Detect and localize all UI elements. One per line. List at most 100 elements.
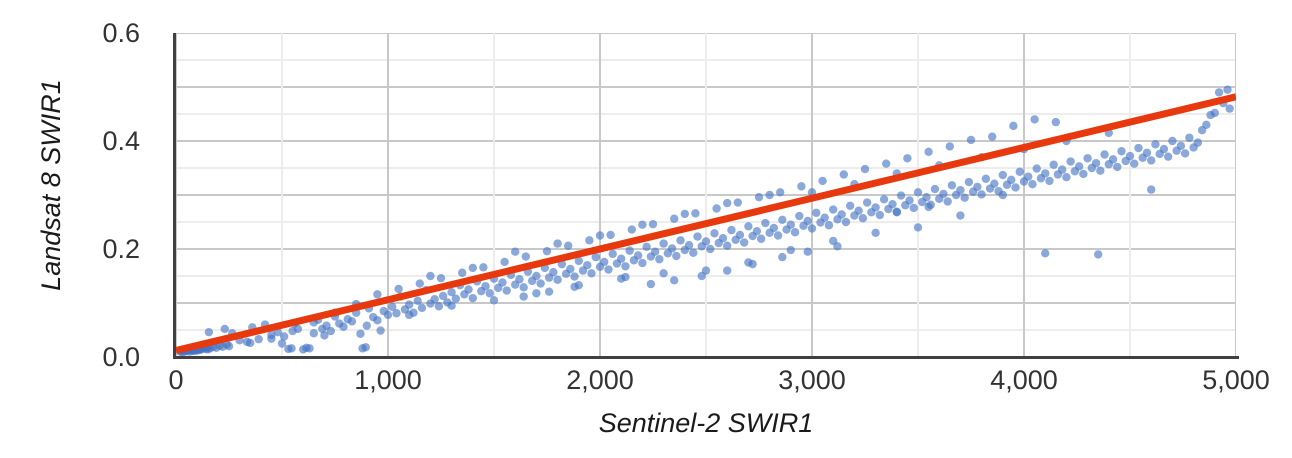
scatter-point — [723, 198, 732, 208]
x-tick-label: 1,000 — [354, 365, 422, 395]
scatter-point — [485, 289, 494, 298]
scatter-point — [712, 204, 721, 213]
scatter-point — [648, 219, 658, 229]
scatter-point — [689, 248, 698, 257]
scatter-point — [977, 190, 986, 199]
scatter-point — [617, 254, 626, 263]
scatter-point — [591, 252, 600, 262]
scatter-point — [684, 241, 694, 250]
scatter-point — [447, 301, 456, 310]
scatter-point — [458, 268, 467, 277]
scatter-point — [845, 201, 855, 210]
scatter-point — [818, 176, 827, 186]
scatter-point — [585, 236, 594, 245]
scatter-point — [521, 252, 530, 261]
scatter-point — [1163, 152, 1173, 161]
scatter-point — [544, 287, 554, 296]
scatter-point — [638, 220, 647, 229]
scatter-point — [697, 271, 706, 281]
scatter-point — [532, 271, 541, 281]
scatter-point — [988, 132, 997, 141]
scatter-point — [1007, 175, 1016, 185]
scatter-point — [288, 326, 297, 336]
scatter-point — [1225, 104, 1234, 113]
scatter-point — [744, 222, 753, 231]
scatter-point — [882, 159, 891, 168]
scatter-point — [812, 208, 821, 218]
scatter-point — [519, 292, 528, 301]
scatter-point — [723, 266, 732, 275]
scatter-point — [566, 264, 575, 274]
scatter-point — [564, 241, 573, 250]
scatter-point — [502, 286, 511, 295]
scatter-point — [1108, 155, 1118, 164]
scatter-point — [676, 236, 685, 245]
scatter-point — [1130, 159, 1139, 168]
scatter-point — [1030, 115, 1039, 124]
scatter-point — [924, 147, 933, 156]
scatter-point — [998, 190, 1007, 200]
scatter-point — [966, 135, 976, 145]
scatter-point — [776, 188, 785, 197]
scatter-point — [608, 249, 617, 259]
scatter-point — [795, 211, 804, 221]
scatter-point — [621, 262, 630, 271]
scatter-point — [973, 182, 982, 192]
scatter-point — [706, 244, 715, 254]
scatter-point — [998, 170, 1007, 180]
scatter-point — [947, 181, 957, 190]
scatter-point — [621, 272, 630, 282]
scatter-point — [1134, 143, 1143, 153]
scatter-point — [1147, 156, 1156, 165]
scatter-point — [1045, 176, 1054, 186]
scatter-point — [871, 203, 880, 212]
scatter-point — [1125, 151, 1135, 161]
scatter-point — [405, 300, 414, 309]
scatter-point — [468, 293, 477, 303]
scatter-point — [913, 188, 923, 197]
scatter-point — [718, 234, 728, 243]
scatter-point — [693, 232, 702, 241]
scatter-point — [778, 252, 787, 262]
scatter-point — [735, 230, 745, 240]
scatter-point — [373, 290, 382, 299]
scatter-point — [1100, 150, 1109, 159]
scatter-point — [1049, 160, 1058, 169]
scatter-point — [388, 302, 397, 311]
scatter-point — [339, 322, 348, 331]
scatter-point — [309, 329, 318, 338]
scatter-point — [803, 247, 812, 256]
scatter-point — [710, 229, 719, 238]
scatter-point — [277, 339, 287, 348]
scatter-point — [1015, 167, 1024, 176]
scatter-point — [871, 228, 880, 237]
scatter-point — [1117, 147, 1126, 156]
scatter-point — [532, 289, 541, 298]
y-tick-label: 0.6 — [102, 18, 140, 48]
scatter-point — [761, 218, 770, 228]
scatter-point — [945, 142, 954, 151]
scatter-point — [1074, 162, 1084, 171]
scatter-point — [542, 246, 552, 256]
scatter-point — [392, 309, 401, 318]
scatter-point — [1079, 169, 1088, 179]
scatter-point — [405, 310, 414, 320]
scatter-point — [754, 192, 764, 202]
scatter-point — [224, 342, 234, 351]
scatter-point — [862, 198, 872, 207]
scatter-point — [680, 209, 689, 219]
scatter-point — [383, 310, 393, 320]
x-tick-label: 4,000 — [990, 365, 1058, 395]
scatter-point — [824, 221, 834, 230]
scatter-point — [1062, 172, 1071, 182]
scatter-point — [362, 321, 371, 330]
scatter-point — [1009, 121, 1018, 131]
scatter-point — [909, 203, 918, 213]
scatter-point — [246, 338, 255, 348]
plot-canvas — [176, 33, 1236, 357]
scatter-point — [672, 251, 681, 261]
scatter-point — [1142, 148, 1152, 158]
scatter-point — [756, 234, 766, 243]
scatter-point — [960, 193, 969, 202]
scatter-point — [930, 184, 940, 194]
